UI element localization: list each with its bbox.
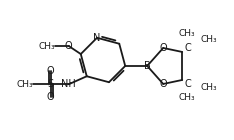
Text: CH₃: CH₃ xyxy=(200,83,217,92)
Text: S: S xyxy=(48,79,54,89)
Text: CH₃: CH₃ xyxy=(38,42,55,51)
Text: CH₃: CH₃ xyxy=(200,35,217,45)
Text: O: O xyxy=(47,92,55,102)
Text: C: C xyxy=(185,43,192,53)
Text: CH₃: CH₃ xyxy=(179,29,196,38)
Text: C: C xyxy=(185,79,192,89)
Text: CH₃: CH₃ xyxy=(16,80,33,89)
Text: O: O xyxy=(159,79,167,89)
Text: N: N xyxy=(93,33,101,43)
Text: NH: NH xyxy=(61,79,76,89)
Text: B: B xyxy=(144,61,151,71)
Text: O: O xyxy=(47,66,55,76)
Text: O: O xyxy=(65,41,73,51)
Text: CH₃: CH₃ xyxy=(179,94,196,102)
Text: O: O xyxy=(159,43,167,53)
